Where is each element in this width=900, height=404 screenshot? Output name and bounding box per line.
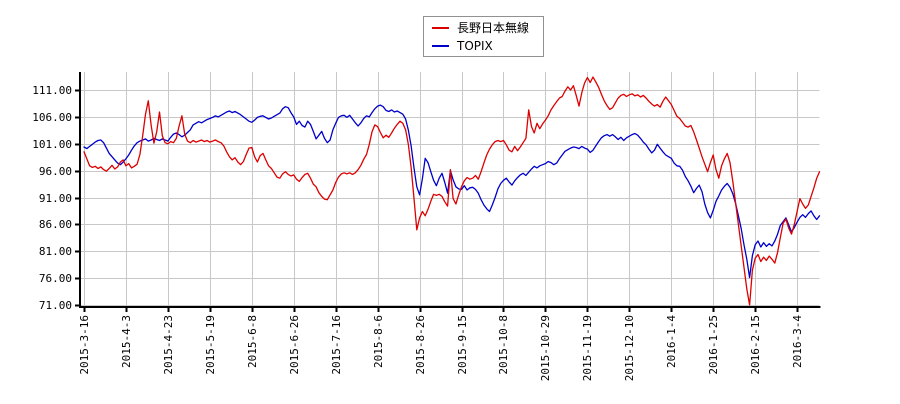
legend-item-nagano: 長野日本無線 — [424, 20, 543, 36]
y-tick-label: 91.00 — [39, 192, 72, 205]
x-tick-label: 2015-7-16 — [330, 315, 343, 375]
x-tick-label: 2016-2-15 — [749, 315, 762, 375]
y-tick-label: 111.00 — [32, 84, 72, 97]
x-tick-label: 2015-10-8 — [497, 315, 510, 375]
y-tick-label: 106.00 — [32, 111, 72, 124]
x-tick-label: 2015-8-26 — [414, 315, 427, 375]
legend-item-topix: TOPIX — [424, 38, 543, 54]
x-tick-label: 2015-11-19 — [581, 315, 594, 381]
x-tick-label: 2016-3-4 — [791, 315, 804, 368]
y-tick-label: 86.00 — [39, 218, 72, 231]
x-tick-label: 2015-6-26 — [288, 315, 301, 375]
series-line-nagano — [83, 76, 821, 306]
x-tick-label: 2015-4-23 — [162, 315, 175, 375]
legend-line-swatch-blue — [432, 44, 449, 47]
x-tick-label: 2015-5-19 — [204, 315, 217, 375]
x-tick-label: 2015-4-3 — [120, 315, 133, 368]
legend-line-swatch-red — [432, 26, 449, 29]
legend-label-topix: TOPIX — [457, 38, 493, 53]
series-line-topix — [83, 104, 821, 279]
y-tick-label: 81.00 — [39, 245, 72, 258]
gridlines — [80, 72, 820, 307]
x-tick-label: 2016-1-25 — [707, 315, 720, 375]
x-tick-label: 2015-9-15 — [456, 315, 469, 375]
axis-labels: 111.00 106.00 101.00 96.00 91.00 86.00 81.00 76… — [32, 84, 804, 381]
y-tick-label: 71.00 — [39, 299, 72, 312]
legend: 長野日本無線 TOPIX — [423, 16, 544, 57]
legend-label-nagano: 長野日本無線 — [457, 20, 530, 35]
y-tick-label: 76.00 — [39, 272, 72, 285]
x-tick-label: 2016-1-4 — [665, 315, 678, 368]
x-tick-label: 2015-3-16 — [78, 315, 91, 375]
x-tick-label: 2015-12-10 — [623, 315, 636, 381]
axes — [75, 72, 821, 312]
x-tick-label: 2015-6-8 — [246, 315, 259, 368]
y-tick-label: 96.00 — [39, 165, 72, 178]
y-tick-label: 101.00 — [32, 138, 72, 151]
x-tick-label: 2015-10-29 — [539, 315, 552, 381]
x-tick-label: 2015-8-6 — [372, 315, 385, 368]
